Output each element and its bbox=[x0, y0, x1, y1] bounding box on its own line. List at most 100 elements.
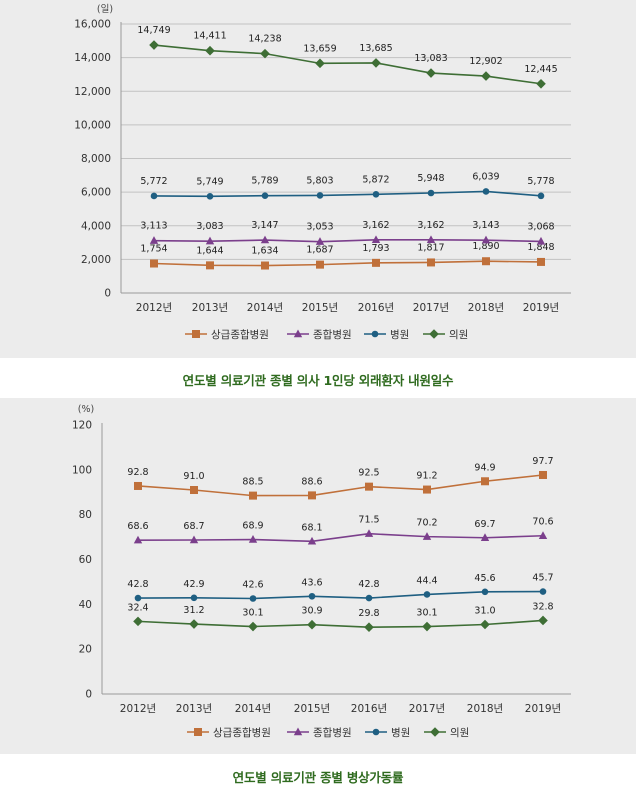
series-line-diamond bbox=[137, 619, 544, 628]
y-tick-label: 100 bbox=[72, 464, 92, 476]
data-point-circle bbox=[249, 595, 257, 602]
data-point-square bbox=[150, 259, 158, 268]
data-point-triangle bbox=[481, 235, 491, 244]
data-point-triangle bbox=[315, 237, 325, 245]
legend-label: 상급종합병원 bbox=[211, 329, 269, 341]
data-point-circle bbox=[372, 190, 380, 198]
y-tick-label: 12,000 bbox=[74, 86, 111, 98]
data-point-circle bbox=[482, 188, 490, 195]
series-line-triangle bbox=[137, 532, 544, 543]
data-label: 14,411 bbox=[193, 31, 226, 42]
data-label: 69.7 bbox=[474, 519, 495, 530]
data-label: 5,789 bbox=[251, 176, 278, 187]
data-point-diamond bbox=[315, 58, 325, 69]
data-point-circle bbox=[423, 591, 431, 598]
data-label: 31.2 bbox=[183, 605, 204, 616]
y-tick-label: 60 bbox=[79, 554, 92, 566]
data-point-circle bbox=[134, 594, 142, 602]
y-tick-label: 14,000 bbox=[74, 52, 111, 64]
data-point-square bbox=[261, 261, 269, 270]
data-point-square bbox=[134, 481, 142, 490]
data-point-square bbox=[427, 258, 435, 267]
data-point-diamond bbox=[260, 48, 270, 59]
legend-label: 병원 bbox=[391, 727, 410, 739]
x-tick-label: 2015년 bbox=[302, 302, 338, 314]
data-label: 5,778 bbox=[527, 176, 554, 187]
data-label: 88.6 bbox=[301, 476, 322, 487]
x-tick-label: 2013년 bbox=[176, 703, 212, 715]
data-label: 92.8 bbox=[127, 467, 148, 478]
data-point-diamond bbox=[133, 616, 143, 627]
chart-title-bed-occupancy: 연도별 의료기관 종별 병상가동률 bbox=[232, 770, 404, 785]
y-axis-unit: (%) bbox=[78, 404, 94, 415]
data-point-triangle bbox=[248, 535, 258, 543]
data-point-diamond bbox=[307, 619, 317, 630]
data-point-diamond bbox=[481, 71, 491, 81]
data-label: 71.5 bbox=[358, 515, 379, 526]
x-tick-label: 2012년 bbox=[136, 302, 172, 314]
legend-label: 병원 bbox=[390, 329, 409, 341]
data-point-diamond bbox=[426, 68, 436, 78]
legend-label: 의원 bbox=[449, 329, 468, 341]
data-label: 3,068 bbox=[527, 221, 554, 232]
data-point-triangle bbox=[149, 236, 159, 244]
legend-label: 상급종합병원 bbox=[213, 727, 271, 739]
data-point-square bbox=[365, 482, 373, 491]
data-point-circle bbox=[308, 592, 316, 600]
x-tick-label: 2019년 bbox=[525, 703, 561, 715]
y-tick-label: 4,000 bbox=[81, 220, 111, 232]
data-point-diamond bbox=[189, 619, 199, 629]
data-label: 5,872 bbox=[362, 174, 389, 185]
y-tick-label: 0 bbox=[85, 689, 92, 701]
y-tick-label: 20 bbox=[79, 644, 92, 656]
x-tick-label: 2014년 bbox=[235, 703, 271, 715]
data-label: 13,659 bbox=[303, 43, 336, 54]
data-point-diamond bbox=[248, 621, 258, 632]
data-label: 13,685 bbox=[359, 43, 392, 54]
data-label: 29.8 bbox=[358, 608, 379, 619]
y-tick-label: 2,000 bbox=[81, 254, 111, 266]
data-label: 13,083 bbox=[414, 53, 447, 64]
y-tick-label: 0 bbox=[104, 288, 111, 300]
data-label: 88.5 bbox=[242, 477, 263, 488]
x-tick-label: 2015년 bbox=[294, 703, 330, 715]
legend-marker-square bbox=[194, 728, 202, 736]
data-point-circle bbox=[539, 588, 547, 595]
series-line-triangle bbox=[153, 239, 542, 243]
x-tick-label: 2019년 bbox=[523, 302, 559, 314]
data-label: 70.6 bbox=[532, 517, 553, 528]
data-point-square bbox=[537, 257, 545, 266]
data-label: 31.0 bbox=[474, 606, 495, 617]
y-tick-label: 6,000 bbox=[81, 187, 111, 199]
data-label: 1,754 bbox=[140, 244, 167, 255]
legend-marker-triangle bbox=[293, 727, 303, 736]
data-label: 1,634 bbox=[251, 246, 278, 257]
series-line-square bbox=[153, 260, 542, 267]
data-label: 12,445 bbox=[524, 64, 557, 75]
data-point-square bbox=[316, 260, 324, 269]
x-tick-label: 2016년 bbox=[351, 703, 387, 715]
x-tick-label: 2014년 bbox=[247, 302, 283, 314]
data-label: 14,749 bbox=[137, 25, 170, 36]
chart-bed-occupancy: (%) 0 20 40 60 80 100 120 2012년 2013년 2014년 2015년 20… bbox=[72, 404, 571, 739]
data-label: 30.1 bbox=[242, 608, 263, 619]
data-label: 68.6 bbox=[127, 521, 148, 532]
data-label: 30.9 bbox=[301, 606, 322, 617]
data-label: 45.7 bbox=[532, 573, 553, 584]
data-point-diamond bbox=[538, 615, 548, 626]
data-point-triangle bbox=[480, 533, 490, 541]
x-tick-label: 2018년 bbox=[467, 703, 503, 715]
data-point-triangle bbox=[538, 531, 548, 539]
data-label: 3,162 bbox=[417, 220, 444, 231]
data-point-square bbox=[249, 491, 257, 500]
data-point-triangle bbox=[205, 236, 215, 245]
data-point-diamond bbox=[422, 621, 432, 632]
data-label: 1,644 bbox=[196, 245, 223, 256]
data-label: 5,749 bbox=[196, 176, 223, 187]
data-label: 30.1 bbox=[416, 608, 437, 619]
data-point-diamond bbox=[364, 622, 374, 632]
data-label: 1,793 bbox=[362, 243, 389, 254]
data-label: 3,143 bbox=[472, 220, 499, 231]
chart-panel-bed-occupancy: (%) 0 20 40 60 80 100 120 2012년 2013년 2014년 2015년 20… bbox=[0, 398, 636, 754]
y-tick-label: 80 bbox=[79, 509, 92, 521]
